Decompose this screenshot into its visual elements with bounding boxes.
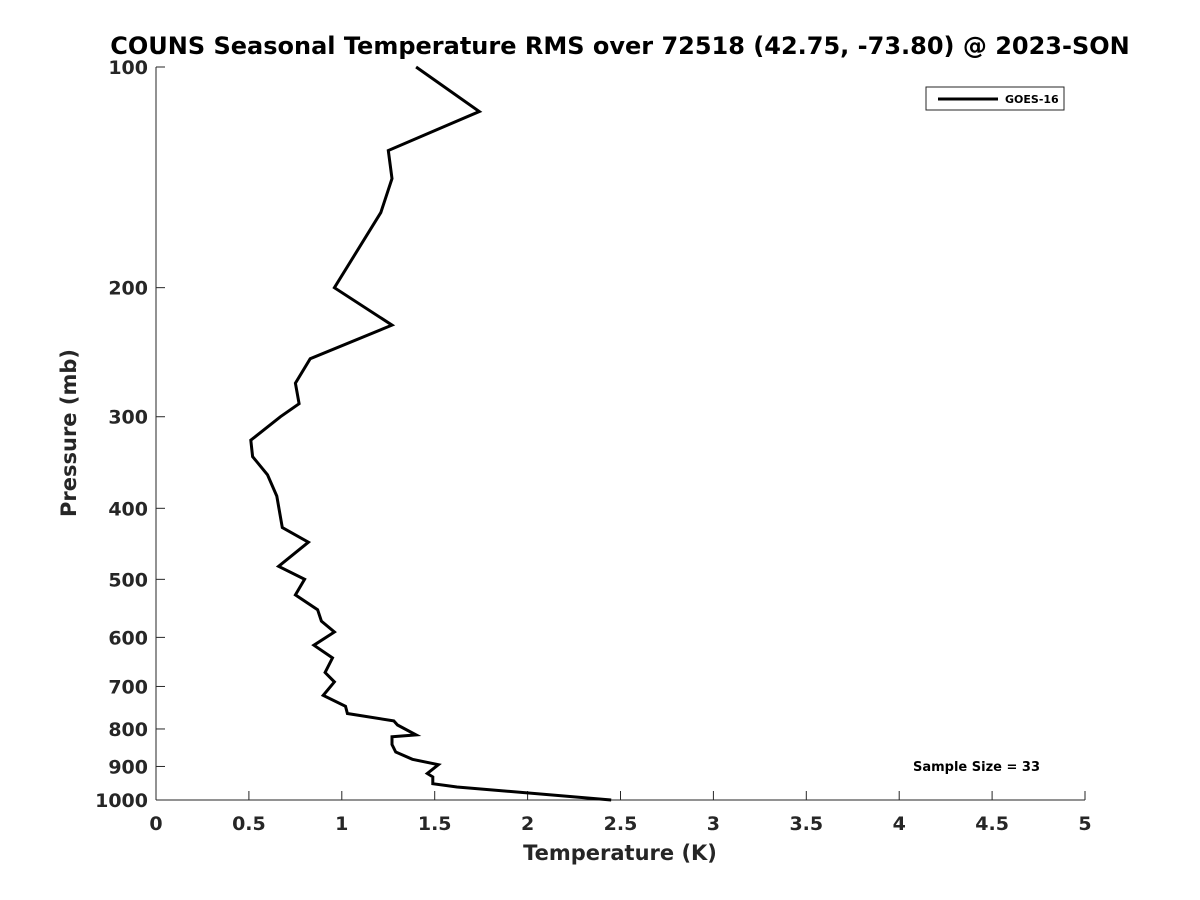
x-tick-label: 3: [707, 813, 720, 835]
y-tick-label: 800: [108, 719, 148, 741]
x-tick-label: 4.5: [975, 813, 1009, 835]
x-axis-label: Temperature (K): [523, 841, 717, 865]
x-tick-label: 3.5: [789, 813, 823, 835]
x-tick-group: 0 0.5 1 1.5 2 2.5 3 3.5 4 4.5 5: [149, 791, 1092, 835]
chart-title: COUNS Seasonal Temperature RMS over 7251…: [110, 32, 1130, 60]
y-tick-label: 300: [108, 407, 148, 429]
series-line-goes-16: [249, 65, 612, 802]
series-group: [249, 65, 612, 802]
y-tick-label: 400: [108, 498, 148, 520]
y-axis-label: Pressure (mb): [57, 349, 81, 517]
x-tick-label: 4: [893, 813, 906, 835]
legend: GOES-16: [925, 86, 1065, 111]
legend-label: GOES-16: [1005, 93, 1059, 106]
y-tick-label: 1000: [95, 790, 148, 812]
y-tick-label: 600: [108, 627, 148, 649]
y-tick-group: 100 200 300 400 500 600 700 800 900 1000: [95, 57, 165, 812]
sample-size-annotation: Sample Size = 33: [913, 760, 1040, 775]
y-tick-label: 900: [108, 756, 148, 778]
y-tick-label: 200: [108, 278, 148, 300]
plot-area: [156, 67, 1085, 800]
x-tick-label: 0.5: [232, 813, 266, 835]
y-tick-label: 100: [108, 57, 148, 79]
x-tick-label: 2.5: [604, 813, 638, 835]
y-tick-label: 700: [108, 676, 148, 698]
x-tick-label: 0: [149, 813, 162, 835]
x-tick-label: 2: [521, 813, 534, 835]
x-tick-label: 1: [335, 813, 348, 835]
x-tick-label: 5: [1078, 813, 1091, 835]
x-tick-label: 1.5: [418, 813, 452, 835]
y-tick-label: 500: [108, 569, 148, 591]
